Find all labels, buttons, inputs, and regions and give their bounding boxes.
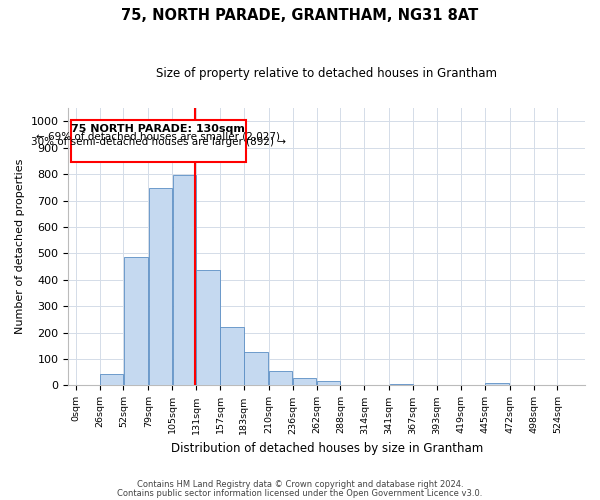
Bar	[317, 382, 340, 386]
Bar	[244, 352, 268, 386]
Title: Size of property relative to detached houses in Grantham: Size of property relative to detached ho…	[156, 68, 497, 80]
Text: Contains public sector information licensed under the Open Government Licence v3: Contains public sector information licen…	[118, 489, 482, 498]
Bar	[100, 374, 123, 386]
Bar	[173, 176, 196, 386]
X-axis label: Distribution of detached houses by size in Grantham: Distribution of detached houses by size …	[170, 442, 483, 455]
Text: 30% of semi-detached houses are larger (892) →: 30% of semi-detached houses are larger (…	[31, 137, 286, 147]
Text: 75, NORTH PARADE, GRANTHAM, NG31 8AT: 75, NORTH PARADE, GRANTHAM, NG31 8AT	[121, 8, 479, 22]
Bar	[485, 384, 509, 386]
Bar	[389, 384, 413, 386]
Bar	[269, 372, 292, 386]
Bar	[220, 328, 244, 386]
FancyBboxPatch shape	[71, 120, 246, 162]
Bar	[196, 270, 220, 386]
Bar	[149, 188, 172, 386]
Y-axis label: Number of detached properties: Number of detached properties	[15, 159, 25, 334]
Bar	[293, 378, 316, 386]
Bar	[124, 257, 148, 386]
Text: 75 NORTH PARADE: 130sqm: 75 NORTH PARADE: 130sqm	[71, 124, 245, 134]
Text: ← 69% of detached houses are smaller (2,027): ← 69% of detached houses are smaller (2,…	[37, 131, 280, 141]
Text: Contains HM Land Registry data © Crown copyright and database right 2024.: Contains HM Land Registry data © Crown c…	[137, 480, 463, 489]
